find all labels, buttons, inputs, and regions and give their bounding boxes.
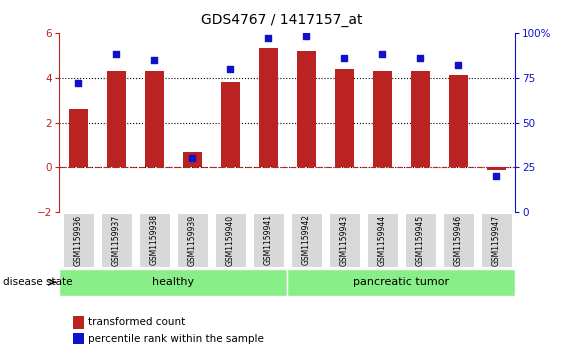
Bar xyxy=(367,213,397,267)
Text: GSM1159947: GSM1159947 xyxy=(491,215,501,265)
Bar xyxy=(62,213,93,267)
Bar xyxy=(481,213,512,267)
Text: GSM1159945: GSM1159945 xyxy=(415,215,425,265)
Bar xyxy=(138,213,169,267)
Point xyxy=(454,62,463,68)
Text: GSM1159939: GSM1159939 xyxy=(187,215,196,265)
Point xyxy=(187,155,196,161)
Bar xyxy=(73,316,84,329)
Text: GSM1159944: GSM1159944 xyxy=(378,215,387,265)
Point xyxy=(150,57,159,62)
Text: GSM1159940: GSM1159940 xyxy=(226,215,235,265)
Bar xyxy=(69,109,88,167)
Bar xyxy=(410,71,430,167)
Text: GSM1159937: GSM1159937 xyxy=(111,215,120,265)
Bar xyxy=(145,71,164,167)
Point xyxy=(378,51,387,57)
Bar xyxy=(177,213,208,267)
Text: disease state: disease state xyxy=(3,277,72,287)
Bar xyxy=(253,213,284,267)
Text: GDS4767 / 1417157_at: GDS4767 / 1417157_at xyxy=(201,13,362,27)
Bar xyxy=(101,213,132,267)
Bar xyxy=(373,71,392,167)
Point xyxy=(339,55,348,61)
Text: healthy: healthy xyxy=(152,277,194,287)
Bar xyxy=(443,213,473,267)
Bar xyxy=(59,269,287,296)
Text: GSM1159941: GSM1159941 xyxy=(263,215,272,265)
Text: GSM1159942: GSM1159942 xyxy=(302,215,311,265)
Bar xyxy=(258,48,278,167)
Text: GSM1159936: GSM1159936 xyxy=(74,215,83,265)
Bar xyxy=(291,213,321,267)
Bar xyxy=(334,69,354,167)
Point xyxy=(111,51,120,57)
Bar xyxy=(405,213,436,267)
Bar xyxy=(73,333,84,344)
Point xyxy=(263,35,272,41)
Text: percentile rank within the sample: percentile rank within the sample xyxy=(88,334,264,344)
Text: pancreatic tumor: pancreatic tumor xyxy=(353,277,449,287)
Bar xyxy=(287,269,515,296)
Point xyxy=(415,55,425,61)
Point xyxy=(302,33,311,39)
Text: transformed count: transformed count xyxy=(88,317,186,327)
Text: GSM1159946: GSM1159946 xyxy=(454,215,463,265)
Bar xyxy=(449,76,468,167)
Bar xyxy=(215,213,245,267)
Text: GSM1159938: GSM1159938 xyxy=(150,215,159,265)
Point xyxy=(491,174,501,179)
Bar xyxy=(106,71,126,167)
Bar xyxy=(297,51,316,167)
Point xyxy=(74,80,83,86)
Text: GSM1159943: GSM1159943 xyxy=(339,215,348,265)
Point xyxy=(226,66,235,72)
Bar xyxy=(221,82,240,167)
Bar xyxy=(329,213,360,267)
Bar xyxy=(486,167,506,170)
Bar xyxy=(182,152,202,167)
